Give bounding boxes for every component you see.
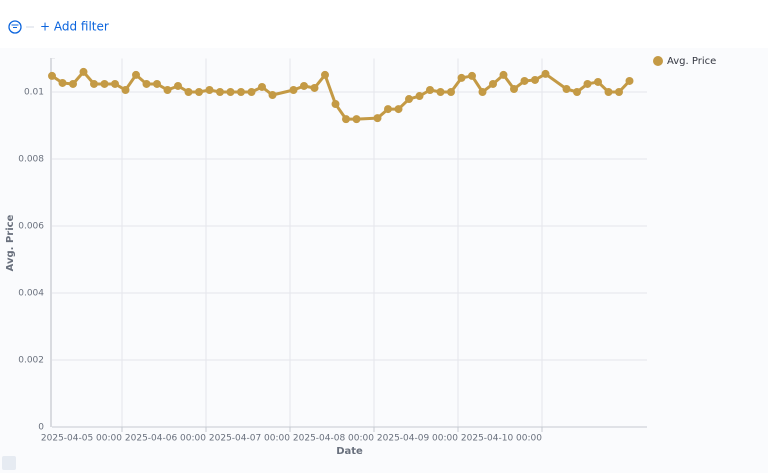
point bbox=[531, 75, 539, 84]
point bbox=[342, 115, 350, 124]
point bbox=[174, 81, 182, 90]
point bbox=[426, 85, 434, 94]
point bbox=[478, 88, 487, 96]
x-tick-label: 2025-04-07 00:00 bbox=[209, 434, 290, 444]
point bbox=[562, 84, 571, 93]
filter-bar-bg bbox=[0, 0, 768, 48]
point bbox=[153, 79, 161, 88]
x-tick-label: 2025-04-10 00:00 bbox=[461, 434, 542, 444]
x-tick-label: 2025-04-08 00:00 bbox=[293, 434, 374, 444]
y-tick-label: 0 bbox=[38, 423, 44, 433]
point bbox=[195, 88, 203, 96]
point bbox=[510, 84, 518, 93]
point bbox=[48, 71, 56, 80]
point bbox=[184, 88, 193, 96]
point bbox=[100, 79, 109, 88]
y-tick-label: 0.002 bbox=[18, 356, 44, 366]
point bbox=[499, 70, 508, 79]
legend-marker bbox=[653, 56, 663, 66]
point bbox=[310, 83, 319, 92]
point bbox=[436, 88, 445, 96]
point bbox=[489, 79, 497, 88]
point bbox=[604, 88, 613, 96]
legend-label: Avg. Price bbox=[667, 56, 716, 67]
point bbox=[405, 95, 413, 104]
point bbox=[541, 69, 550, 78]
point bbox=[447, 88, 455, 96]
legend-toggle[interactable] bbox=[2, 456, 16, 470]
point bbox=[594, 77, 602, 86]
point bbox=[331, 100, 340, 109]
point bbox=[247, 88, 256, 96]
plot: 0 0.002 0.004 0.006 0.008 0.01 2025-04-05 00:0… bbox=[5, 58, 647, 457]
y-tick-label: 0.004 bbox=[18, 289, 44, 299]
point bbox=[163, 85, 172, 94]
point bbox=[468, 71, 476, 80]
point bbox=[415, 92, 424, 101]
point bbox=[205, 85, 214, 94]
point bbox=[394, 105, 403, 114]
filter-icon[interactable] bbox=[8, 20, 22, 34]
y-tick-label: 0.01 bbox=[24, 88, 44, 98]
point bbox=[216, 88, 224, 96]
y-axis-title: Avg. Price bbox=[5, 214, 16, 271]
point bbox=[384, 105, 392, 114]
point bbox=[520, 76, 529, 85]
point bbox=[373, 114, 382, 123]
point bbox=[121, 85, 130, 94]
point bbox=[457, 73, 466, 82]
point bbox=[300, 81, 308, 90]
point bbox=[142, 79, 151, 88]
point bbox=[132, 70, 140, 79]
point bbox=[90, 79, 98, 88]
add-filter[interactable]: + Add filter bbox=[40, 20, 109, 34]
x-tick-label: 2025-04-09 00:00 bbox=[377, 434, 458, 444]
point bbox=[573, 88, 581, 96]
point bbox=[111, 79, 119, 88]
point bbox=[352, 115, 361, 124]
point bbox=[226, 88, 235, 96]
x-axis-title: Date bbox=[336, 446, 363, 457]
point bbox=[58, 78, 67, 87]
point bbox=[321, 70, 329, 79]
x-tick-label: 2025-04-06 00:00 bbox=[125, 434, 206, 444]
point bbox=[289, 85, 298, 94]
point bbox=[583, 79, 592, 88]
plot-bg bbox=[52, 58, 647, 427]
point bbox=[625, 76, 634, 85]
point bbox=[615, 88, 623, 96]
point bbox=[258, 82, 266, 91]
point bbox=[79, 67, 88, 76]
point bbox=[69, 79, 77, 88]
point bbox=[268, 91, 277, 100]
y-tick-label: 0.006 bbox=[18, 222, 44, 232]
x-tick-label: 2025-04-05 00:00 bbox=[41, 434, 122, 444]
point bbox=[237, 88, 245, 96]
y-tick-label: 0.008 bbox=[18, 155, 44, 165]
